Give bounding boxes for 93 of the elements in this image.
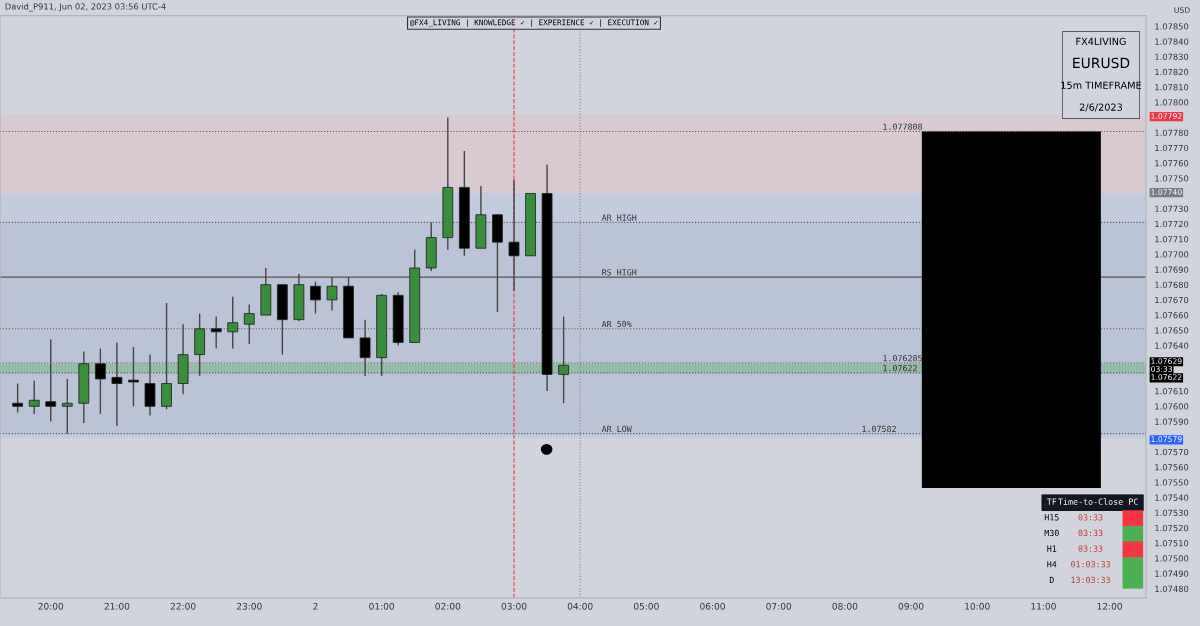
y-tick-label: 1.07830	[1155, 53, 1189, 60]
y-tick-label: 1.07810	[1155, 84, 1189, 91]
y-tick-label: 1.07560	[1155, 464, 1189, 471]
x-tick-label: 21:00	[104, 602, 130, 610]
annotation: M30	[1044, 529, 1059, 537]
ref-line-label: AR HIGH	[601, 214, 637, 221]
y-tick-label: 1.07540	[1155, 494, 1189, 501]
ref-line-label: 1.07622	[883, 364, 917, 372]
y-tick-label: 1.07780	[1155, 129, 1189, 136]
ref-line-label: RS HIGH	[602, 269, 637, 276]
candlestick	[12, 382, 24, 414]
x-tick-label: 23:00	[236, 602, 262, 610]
y-tick-label: 1.07600	[1155, 403, 1189, 410]
candlestick	[45, 338, 57, 423]
annotation: 13:03:33	[1071, 576, 1110, 584]
candlestick	[227, 296, 239, 350]
candlestick	[61, 378, 73, 435]
candlestick	[326, 276, 338, 312]
annotation: Time-to-Close	[1058, 498, 1123, 505]
candlestick	[111, 341, 123, 427]
y-tick-label: 1.07750	[1155, 175, 1189, 182]
x-tick-label: 12:00	[1097, 602, 1123, 610]
y-tick-label: 1.07700	[1155, 251, 1189, 258]
y-tick-label: 1.07670	[1155, 296, 1189, 304]
annotation: PC	[1129, 498, 1138, 505]
x-tick-label: 11:00	[1031, 602, 1056, 610]
y-tick-label: 1.07710	[1155, 236, 1189, 243]
candlestick	[243, 303, 255, 345]
y-tick-label: 1.07730	[1155, 205, 1189, 212]
annotation: EURUSD	[1073, 57, 1130, 69]
annotation: H4	[1047, 561, 1057, 568]
annotation: H15	[1044, 514, 1059, 521]
y-tick-label: 1.07840	[1155, 38, 1189, 45]
candlestick	[210, 315, 222, 350]
x-tick-label: 06:00	[700, 602, 725, 610]
y-tick-label: 1.07520	[1155, 524, 1189, 532]
x-tick-label: 02:00	[435, 602, 461, 610]
candlestick	[94, 347, 106, 415]
x-tick-label: 04:00	[567, 602, 593, 610]
y-tick-label: 1.07570	[1155, 448, 1189, 456]
candlestick	[28, 379, 40, 415]
x-tick-label: 09:00	[898, 602, 924, 610]
candlestick	[310, 280, 321, 315]
y-tick-label: 1.07680	[1155, 281, 1189, 288]
annotation: D	[1049, 576, 1054, 583]
x-tick-label: 2	[313, 602, 318, 610]
candlestick	[161, 302, 172, 411]
y-tick-label: 1.07590	[1155, 418, 1189, 425]
x-tick-label: 10:00	[965, 602, 990, 610]
annotation: 15m TIMEFRAME	[1061, 81, 1142, 89]
candlestick	[128, 346, 139, 407]
x-tick-label: 05:00	[633, 602, 659, 610]
ref-line-label: AR 50%	[601, 320, 632, 328]
x-tick-label: 03:00	[501, 602, 527, 610]
y-tick-label: 1.07650	[1155, 327, 1189, 334]
annotation: H1	[1047, 545, 1057, 552]
x-tick-label: 20:00	[38, 602, 64, 610]
ref-line-label: 1.076285	[883, 355, 922, 362]
annotation: 03:33	[1078, 514, 1103, 521]
x-tick-label: 01:00	[369, 602, 395, 610]
candlestick	[508, 179, 520, 292]
y-tick-label: 1.07550	[1155, 479, 1189, 486]
x-tick-label: 08:00	[832, 602, 858, 610]
y-tick-label: 1.07690	[1155, 266, 1189, 273]
annotation: 2/6/2023	[1079, 103, 1123, 112]
y-tick-label: 1.07490	[1155, 570, 1189, 577]
annotation: 03:33	[1078, 529, 1103, 537]
y-tick-label: 1.07850	[1155, 23, 1189, 30]
y-tick-label: 1.07820	[1155, 68, 1189, 76]
y-tick-label: 1.07610	[1155, 388, 1189, 395]
candlestick	[558, 315, 570, 404]
annotation: TF	[1046, 498, 1057, 505]
y-tick-label: 1.07760	[1155, 160, 1189, 167]
y-tick-label: 1.07640	[1155, 342, 1189, 349]
y-tick-label: 1.07720	[1155, 220, 1189, 228]
annotation: 1.07582	[862, 425, 896, 433]
candlestick	[359, 318, 371, 377]
y-tick-label: 1.07660	[1155, 312, 1189, 319]
y-tick-label: 1.07530	[1155, 509, 1189, 516]
y-tick-label: 1.07500	[1155, 555, 1189, 562]
text: David_P911, Jun 02, 2023 03:56 UTC-4	[5, 3, 166, 12]
y-tick-label: 1.07770	[1155, 144, 1189, 152]
annotation: FX4LIVING	[1076, 37, 1126, 46]
annotation: 03:33	[1078, 545, 1103, 552]
annotation: 01:03:33	[1071, 561, 1110, 568]
y-tick-label: 1.07480	[1155, 585, 1189, 592]
candlestick	[144, 353, 156, 417]
ref-line-label: 1.077808	[883, 123, 923, 130]
x-tick-label: 07:00	[766, 602, 792, 610]
y-tick-label: 1.07510	[1155, 540, 1189, 547]
y-tick-label: 1.07800	[1155, 99, 1189, 106]
x-tick-label: 22:00	[170, 602, 196, 610]
ref-line-label: AR LOW	[601, 425, 632, 433]
